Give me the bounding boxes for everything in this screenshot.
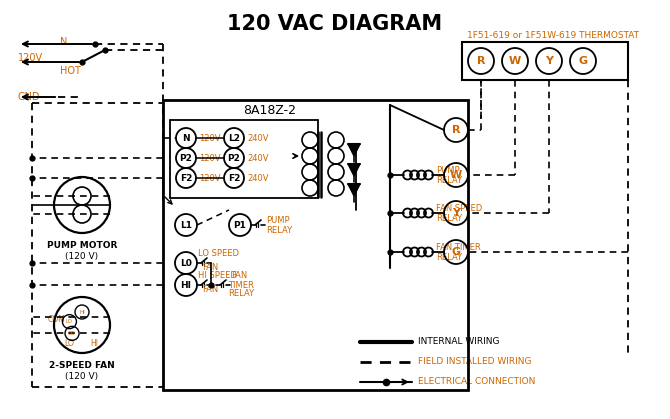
Text: RELAY: RELAY	[266, 225, 292, 235]
Text: FAN: FAN	[202, 285, 218, 295]
Text: Y: Y	[545, 56, 553, 66]
Bar	[462, 42, 628, 80]
Text: P1: P1	[234, 220, 247, 230]
Text: 120 VAC DIAGRAM: 120 VAC DIAGRAM	[227, 14, 443, 34]
Text: L1: L1	[180, 220, 192, 230]
Text: G: G	[452, 247, 460, 257]
Text: RELAY: RELAY	[228, 290, 254, 298]
Text: P2: P2	[228, 153, 241, 163]
Text: LO: LO	[64, 339, 74, 347]
Text: FAN SPEED: FAN SPEED	[436, 204, 482, 212]
Text: N: N	[60, 37, 68, 47]
Text: (120 V): (120 V)	[66, 251, 98, 261]
Text: 120V: 120V	[199, 153, 220, 163]
Text: R: R	[477, 56, 485, 66]
Text: 2-SPEED FAN: 2-SPEED FAN	[49, 360, 115, 370]
Text: W: W	[509, 56, 521, 66]
Polygon shape	[348, 144, 360, 156]
Text: CO: CO	[68, 331, 76, 336]
Text: F2: F2	[180, 173, 192, 183]
Polygon shape	[348, 164, 360, 176]
Text: PUMP: PUMP	[266, 215, 289, 225]
Bar	[170, 120, 318, 198]
Text: 240V: 240V	[247, 153, 269, 163]
Text: R: R	[452, 125, 460, 135]
Text: FAN TIMER: FAN TIMER	[436, 243, 481, 251]
Text: RELAY: RELAY	[436, 176, 462, 184]
Text: L2: L2	[228, 134, 240, 142]
Text: ELECTRICAL CONNECTION: ELECTRICAL CONNECTION	[418, 378, 535, 386]
Bar	[163, 100, 468, 390]
Polygon shape	[348, 184, 360, 196]
Text: COM: COM	[48, 316, 66, 324]
Text: RELAY: RELAY	[436, 253, 462, 261]
Text: FAN: FAN	[231, 272, 247, 280]
Text: 240V: 240V	[247, 173, 269, 183]
Text: FIELD INSTALLED WIRING: FIELD INSTALLED WIRING	[418, 357, 531, 367]
Text: GND: GND	[18, 92, 40, 102]
Text: LO: LO	[66, 319, 73, 324]
Text: HOT: HOT	[60, 66, 80, 76]
Text: L0: L0	[180, 259, 192, 267]
Text: PUMP: PUMP	[436, 166, 460, 174]
Text: 8A18Z-2: 8A18Z-2	[243, 103, 297, 116]
Text: HI SPEED: HI SPEED	[198, 272, 237, 280]
Text: RELAY: RELAY	[436, 214, 462, 222]
Text: FAN: FAN	[202, 264, 218, 272]
Text: 240V: 240V	[247, 134, 269, 142]
Text: P2: P2	[180, 153, 192, 163]
Text: PUMP MOTOR: PUMP MOTOR	[47, 241, 117, 249]
Text: F2: F2	[228, 173, 240, 183]
Text: 120V: 120V	[199, 173, 220, 183]
Text: Y: Y	[452, 208, 460, 218]
Text: G: G	[578, 56, 588, 66]
Text: W: W	[450, 170, 462, 180]
Text: 120V: 120V	[199, 134, 220, 142]
Text: 1F51-619 or 1F51W-619 THERMOSTAT: 1F51-619 or 1F51W-619 THERMOSTAT	[467, 31, 639, 39]
Text: HI: HI	[90, 339, 98, 347]
Text: HI: HI	[180, 280, 192, 290]
Text: (120 V): (120 V)	[66, 372, 98, 380]
Text: INTERNAL WIRING: INTERNAL WIRING	[418, 337, 500, 347]
Text: HI: HI	[79, 310, 85, 315]
Text: 120V: 120V	[18, 53, 43, 63]
Text: N: N	[182, 134, 190, 142]
Text: LO SPEED: LO SPEED	[198, 249, 239, 259]
Text: TIMER: TIMER	[228, 280, 254, 290]
